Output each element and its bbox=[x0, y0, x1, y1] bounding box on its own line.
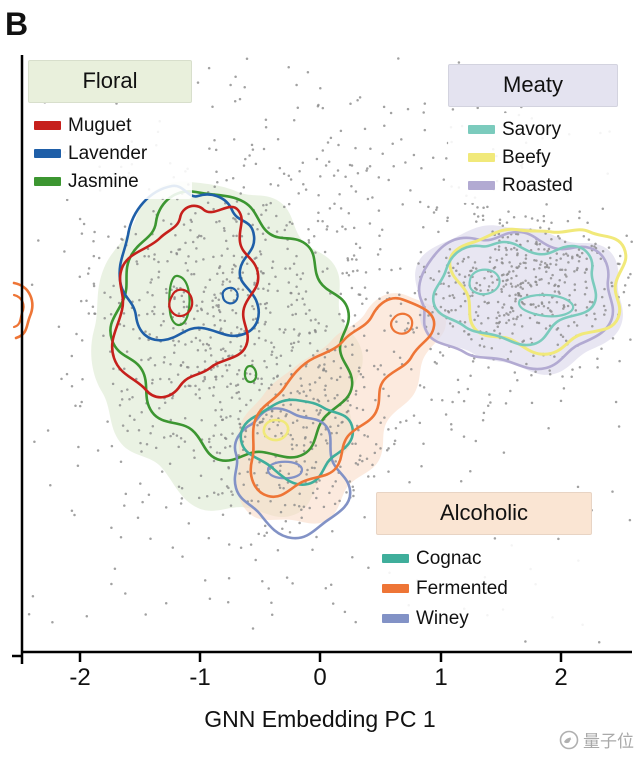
contours-layer bbox=[12, 184, 628, 540]
lavender-swatch-icon bbox=[34, 148, 61, 158]
watermark: 量子位 bbox=[559, 727, 634, 752]
legend-alcoholic-title: Alcoholic bbox=[376, 492, 592, 535]
legend-alcoholic: Alcoholic Cognac Fermented Winey bbox=[376, 492, 592, 637]
jasmine-small-contour bbox=[243, 364, 258, 384]
fermented-swatch-icon bbox=[382, 583, 409, 593]
watermark-logo-icon bbox=[559, 730, 579, 749]
plot-layers bbox=[12, 57, 633, 644]
cognac-contour bbox=[239, 398, 355, 486]
cognac-swatch-icon bbox=[382, 553, 409, 563]
legend-item-lavender: Lavender bbox=[34, 139, 186, 167]
roasted-swatch-icon bbox=[468, 180, 495, 190]
legend-label: Cognac bbox=[416, 547, 482, 569]
legend-meaty: Meaty Savory Beefy Roasted bbox=[448, 64, 618, 203]
savory-swatch-icon bbox=[468, 124, 495, 134]
winey-swatch-icon bbox=[382, 613, 409, 623]
scatter-dots-layer bbox=[26, 57, 633, 644]
legend-floral-items: Muguet Lavender Jasmine bbox=[28, 109, 192, 199]
savory-contour bbox=[431, 240, 598, 347]
savory-inner-contour-2 bbox=[517, 293, 575, 318]
beefy-contour bbox=[448, 227, 628, 356]
legend-label: Jasmine bbox=[68, 170, 139, 192]
legend-label: Lavender bbox=[68, 142, 148, 164]
winey-inner-contour bbox=[266, 460, 304, 480]
legend-item-cognac: Cognac bbox=[382, 543, 586, 573]
muguet-swatch-icon bbox=[34, 120, 61, 130]
legend-label: Beefy bbox=[502, 146, 551, 168]
legend-item-jasmine: Jasmine bbox=[34, 167, 186, 195]
winey-contour bbox=[233, 407, 352, 540]
legend-item-muguet: Muguet bbox=[34, 111, 186, 139]
legend-label: Savory bbox=[502, 118, 562, 140]
fermented-inner-contour bbox=[389, 312, 414, 335]
beefy-swatch-icon bbox=[468, 152, 495, 162]
jasmine-inner-contour bbox=[168, 274, 191, 327]
legend-item-roasted: Roasted bbox=[468, 171, 612, 199]
watermark-text: 量子位 bbox=[583, 732, 634, 751]
legend-item-savory: Savory bbox=[468, 115, 612, 143]
x-tick-label-0: 0 bbox=[313, 664, 327, 691]
legend-label: Roasted bbox=[502, 174, 573, 196]
legend-item-fermented: Fermented bbox=[382, 573, 586, 603]
legend-label: Fermented bbox=[416, 577, 508, 599]
fermented-edge-fragment-outer bbox=[12, 281, 34, 340]
legend-floral-title: Floral bbox=[28, 60, 192, 103]
x-tick-label-1: 1 bbox=[434, 664, 448, 691]
x-tick-label-neg2: -2 bbox=[69, 664, 91, 691]
legend-item-beefy: Beefy bbox=[468, 143, 612, 171]
legend-label: Muguet bbox=[68, 114, 132, 136]
muguet-contour bbox=[110, 204, 260, 399]
legend-floral: Floral Muguet Lavender Jasmine bbox=[28, 60, 192, 199]
legend-label: Winey bbox=[416, 607, 469, 629]
savory-inner-contour-1 bbox=[468, 268, 501, 296]
legend-meaty-title: Meaty bbox=[448, 64, 618, 107]
beefy-small-contour bbox=[262, 418, 290, 442]
roasted-contour bbox=[417, 230, 615, 371]
lavender-small-contour bbox=[221, 286, 239, 305]
x-tick-label-neg1: -1 bbox=[189, 664, 211, 691]
legend-alcoholic-items: Cognac Fermented Winey bbox=[376, 541, 592, 637]
muguet-inner-contour bbox=[168, 288, 194, 318]
fermented-contour bbox=[249, 296, 436, 499]
x-tick-label-2: 2 bbox=[554, 664, 568, 691]
legend-item-winey: Winey bbox=[382, 603, 586, 633]
x-axis-title: GNN Embedding PC 1 bbox=[204, 706, 436, 732]
panel-label: B bbox=[5, 6, 29, 42]
shaded-regions-layer bbox=[91, 181, 623, 524]
jasmine-swatch-icon bbox=[34, 176, 61, 186]
legend-meaty-items: Savory Beefy Roasted bbox=[448, 113, 618, 203]
